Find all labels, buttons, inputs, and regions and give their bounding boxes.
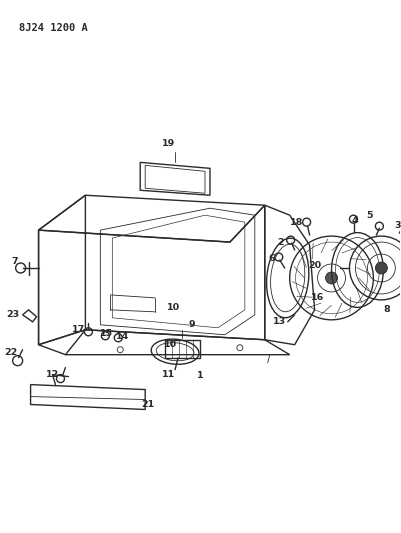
- Text: 19: 19: [162, 139, 175, 148]
- Text: 10: 10: [164, 340, 177, 349]
- Text: 14: 14: [115, 332, 129, 341]
- Text: 22: 22: [4, 348, 17, 357]
- Text: 12: 12: [46, 370, 59, 379]
- Text: 11: 11: [162, 370, 175, 379]
- Text: 4: 4: [351, 216, 358, 225]
- Text: 9: 9: [189, 320, 195, 329]
- Text: 2: 2: [277, 238, 284, 247]
- Text: 17: 17: [72, 325, 85, 334]
- Text: 7: 7: [11, 256, 18, 265]
- Circle shape: [375, 262, 387, 274]
- Text: 1: 1: [196, 371, 203, 380]
- Text: 18: 18: [290, 217, 303, 227]
- Text: 23: 23: [6, 310, 19, 319]
- Text: 16: 16: [311, 293, 324, 302]
- Text: 3: 3: [394, 221, 401, 230]
- Text: 13: 13: [273, 317, 286, 326]
- Circle shape: [400, 220, 401, 228]
- Text: 8: 8: [383, 305, 390, 314]
- Text: 5: 5: [366, 211, 373, 220]
- Text: 8J24 1200 A: 8J24 1200 A: [18, 23, 87, 33]
- Text: 10: 10: [166, 303, 180, 312]
- Text: 21: 21: [142, 400, 155, 409]
- Text: 20: 20: [308, 261, 321, 270]
- Text: 15: 15: [100, 329, 113, 338]
- Text: 6: 6: [268, 254, 275, 263]
- Circle shape: [326, 272, 338, 284]
- Bar: [165, 340, 200, 358]
